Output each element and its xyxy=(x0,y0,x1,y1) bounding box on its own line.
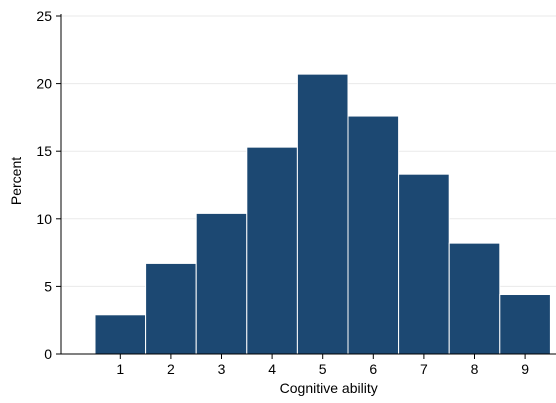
y-tick-label: 15 xyxy=(36,143,52,159)
histogram-bar xyxy=(448,242,501,355)
histogram-bar xyxy=(94,314,147,355)
x-tick-label: 7 xyxy=(420,361,428,377)
x-tick-label: 4 xyxy=(268,361,276,377)
histogram-bar xyxy=(499,294,551,355)
y-tick-label: 25 xyxy=(36,8,52,24)
x-axis-title: Cognitive ability xyxy=(280,380,378,396)
y-tick-label: 5 xyxy=(44,278,52,294)
histogram-bar xyxy=(347,115,400,355)
y-axis-ticks: 0 5 10 15 20 25 xyxy=(36,8,61,362)
histogram-bar xyxy=(145,262,197,355)
x-tick-label: 8 xyxy=(471,361,479,377)
x-tick-label: 6 xyxy=(369,361,377,377)
y-tick-label: 10 xyxy=(36,211,52,227)
y-tick-label: 0 xyxy=(44,346,52,362)
x-tick-label: 2 xyxy=(167,361,175,377)
y-axis-title: Percent xyxy=(8,157,24,205)
x-tick-label: 3 xyxy=(218,361,226,377)
x-tick-label: 9 xyxy=(521,361,529,377)
x-tick-label: 5 xyxy=(319,361,327,377)
histogram-bar xyxy=(296,73,349,355)
x-axis-ticks: 1 2 3 4 5 6 7 8 9 xyxy=(116,354,529,377)
x-tick-label: 1 xyxy=(116,361,124,377)
histogram-bar xyxy=(246,146,298,355)
bars xyxy=(94,73,551,355)
histogram-bar xyxy=(195,212,248,355)
y-tick-label: 20 xyxy=(36,76,52,92)
histogram-bar xyxy=(398,173,450,355)
